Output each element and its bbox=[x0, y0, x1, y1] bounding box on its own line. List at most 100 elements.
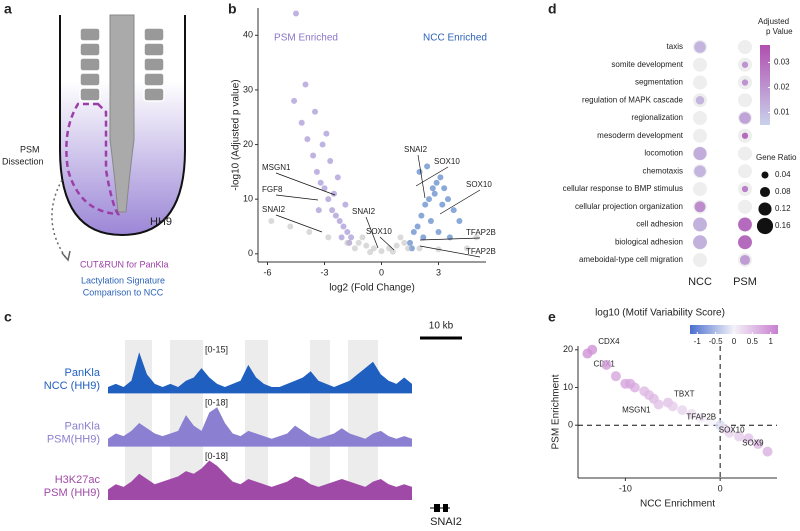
point bbox=[625, 378, 636, 389]
track-name: PanKla bbox=[65, 367, 101, 379]
dot bbox=[738, 217, 752, 232]
category-label: ameboidal-type cell migration bbox=[579, 255, 683, 264]
point bbox=[363, 242, 370, 249]
gene-exon bbox=[434, 504, 440, 512]
point bbox=[435, 228, 442, 235]
point bbox=[393, 242, 400, 249]
size-key bbox=[759, 186, 771, 198]
x-axis-label: log2 (Fold Change) bbox=[329, 283, 415, 294]
point bbox=[464, 245, 470, 252]
size-key bbox=[758, 202, 772, 216]
dot bbox=[693, 146, 707, 161]
point bbox=[268, 218, 275, 225]
point bbox=[287, 223, 294, 230]
dot bbox=[739, 254, 751, 266]
track-range: [0-18] bbox=[205, 451, 228, 461]
size-key-label: 0.16 bbox=[775, 221, 791, 230]
point bbox=[319, 141, 326, 148]
point bbox=[743, 433, 754, 444]
leader-line bbox=[419, 245, 481, 258]
colorbar bbox=[690, 325, 778, 334]
diagram-label: CUT&RUN for PanKla bbox=[80, 259, 169, 269]
point bbox=[323, 130, 330, 137]
x-tick-label: 0 bbox=[718, 483, 723, 493]
point bbox=[587, 344, 598, 355]
leader-line bbox=[275, 214, 323, 233]
point bbox=[427, 218, 434, 225]
point-label: TBXT bbox=[674, 390, 695, 399]
dot bbox=[693, 217, 707, 232]
highlight bbox=[245, 340, 268, 500]
point bbox=[416, 245, 423, 252]
point bbox=[724, 427, 735, 438]
panel-label: c bbox=[4, 309, 12, 325]
category-label: segmentation bbox=[635, 78, 683, 87]
category-label: regionalization bbox=[631, 113, 683, 122]
point bbox=[336, 218, 343, 225]
track-name: PSM(HH9) bbox=[47, 434, 100, 446]
background-dot bbox=[693, 253, 707, 267]
annotation: TFAP2B bbox=[466, 228, 496, 237]
point bbox=[397, 234, 404, 241]
y-tick-label: 40 bbox=[243, 30, 253, 40]
diagram-label: Dissection bbox=[2, 156, 44, 166]
leader-line bbox=[417, 154, 426, 199]
track-name: PSM (HH9) bbox=[44, 487, 100, 499]
point bbox=[370, 245, 377, 252]
embryo-diagram bbox=[51, 14, 186, 262]
colorbar-tick-label: 0.02 bbox=[774, 83, 790, 92]
colorbar-tick-label: 0 bbox=[732, 337, 737, 346]
point bbox=[422, 201, 429, 208]
point bbox=[355, 239, 362, 246]
panel-label: d bbox=[548, 1, 557, 17]
panel-label: e bbox=[548, 309, 556, 325]
point bbox=[344, 239, 351, 246]
size-key bbox=[756, 217, 774, 235]
colorbar-title: Adjusted bbox=[758, 17, 789, 26]
point bbox=[332, 212, 339, 219]
point bbox=[329, 207, 336, 214]
point-label: SOX9 bbox=[742, 439, 764, 448]
x-tick-label: -10 bbox=[619, 483, 632, 493]
point bbox=[317, 179, 324, 186]
point bbox=[405, 245, 412, 252]
point bbox=[410, 228, 417, 235]
point bbox=[378, 248, 385, 255]
point bbox=[424, 163, 431, 170]
point bbox=[414, 223, 421, 230]
legend-label: PSM Enriched bbox=[274, 33, 338, 44]
point bbox=[351, 245, 358, 252]
category-label: mesoderm development bbox=[597, 131, 684, 140]
point bbox=[331, 190, 337, 197]
point bbox=[348, 234, 355, 241]
x-tick-label: -3 bbox=[320, 267, 328, 277]
annotation: SNAI2 bbox=[262, 205, 286, 214]
point bbox=[431, 190, 438, 197]
point bbox=[429, 185, 436, 192]
category-label: somite development bbox=[611, 60, 683, 69]
point bbox=[344, 228, 351, 235]
category-label: cellular projection organization bbox=[575, 202, 683, 211]
point bbox=[302, 81, 309, 88]
category-label: taxis bbox=[667, 42, 683, 51]
diagram-label: PSM bbox=[20, 144, 40, 154]
y-tick-label: 30 bbox=[243, 84, 253, 94]
point bbox=[441, 185, 448, 192]
point bbox=[416, 168, 423, 175]
annotation: SOX10 bbox=[366, 227, 392, 236]
point bbox=[315, 207, 322, 214]
point bbox=[437, 174, 444, 181]
point bbox=[312, 108, 318, 115]
point bbox=[450, 207, 457, 214]
point bbox=[310, 152, 317, 159]
colorbar-title: p Value bbox=[766, 27, 793, 36]
background-dot bbox=[693, 111, 707, 125]
point bbox=[291, 97, 298, 104]
size-legend-title: Gene Ratio bbox=[756, 153, 797, 162]
point bbox=[753, 439, 764, 450]
leader-line bbox=[419, 237, 481, 241]
point bbox=[313, 168, 320, 175]
leader-line bbox=[439, 189, 481, 215]
point bbox=[325, 234, 332, 241]
point bbox=[686, 408, 697, 419]
